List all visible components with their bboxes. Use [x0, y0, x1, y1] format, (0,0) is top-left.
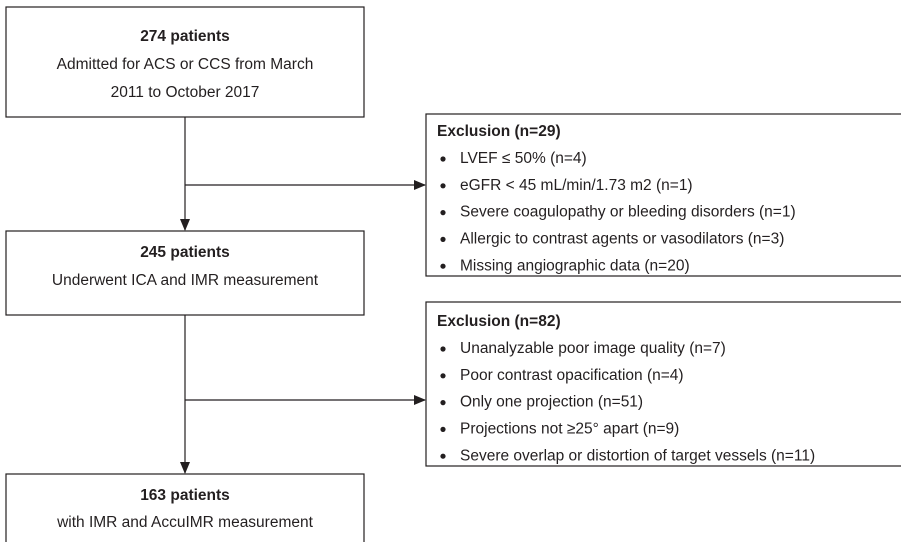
- bullet: [440, 373, 446, 379]
- exclusions: Exclusion (n=29) LVEF ≤ 50% (n=4) eGFR < 4…: [437, 123, 815, 464]
- bullet: [440, 183, 446, 189]
- box-text: with IMR and AccuIMR measurement: [56, 514, 314, 531]
- bullet: [440, 156, 446, 162]
- box-title: 274 patients: [140, 28, 230, 45]
- bullet: [440, 400, 446, 406]
- bullet: [440, 236, 446, 242]
- box-title: 245 patients: [140, 244, 230, 261]
- exclusion-item: Severe coagulopathy or bleeding disorder…: [460, 204, 796, 221]
- exclusion-title: Exclusion (n=29): [437, 123, 561, 140]
- exclusion-item: Only one projection (n=51): [460, 394, 643, 411]
- exclusion-item: LVEF ≤ 50% (n=4): [460, 150, 587, 167]
- bullet: [440, 263, 446, 269]
- box-text: Underwent ICA and IMR measurement: [52, 272, 319, 289]
- exclusion-item: Unanalyzable poor image quality (n=7): [460, 340, 726, 357]
- box-text: 2011 to October 2017: [111, 84, 260, 101]
- bullet: [440, 210, 446, 216]
- exclusion-item: eGFR < 45 mL/min/1.73 m2 (n=1): [460, 177, 693, 194]
- box-title: 163 patients: [140, 487, 230, 504]
- box: [5, 473, 365, 542]
- box: [5, 6, 365, 118]
- exclusion-item: Projections not ≥25° apart (n=9): [460, 420, 679, 437]
- exclusion-box: [425, 113, 901, 277]
- exclusion-item: Missing angiographic data (n=20): [460, 257, 690, 274]
- exclusion-box: [425, 301, 901, 467]
- bullet: [440, 346, 446, 352]
- bullet: [440, 426, 446, 432]
- box-text: Admitted for ACS or CCS from March: [57, 56, 314, 73]
- exclusion-item: Poor contrast opacification (n=4): [460, 367, 684, 384]
- exclusion-item: Allergic to contrast agents or vasodilat…: [460, 230, 784, 247]
- exclusion-title: Exclusion (n=82): [437, 313, 561, 330]
- exclusion-item: Severe overlap or distortion of target v…: [460, 447, 815, 464]
- bullet: [440, 453, 446, 459]
- box: [5, 230, 365, 316]
